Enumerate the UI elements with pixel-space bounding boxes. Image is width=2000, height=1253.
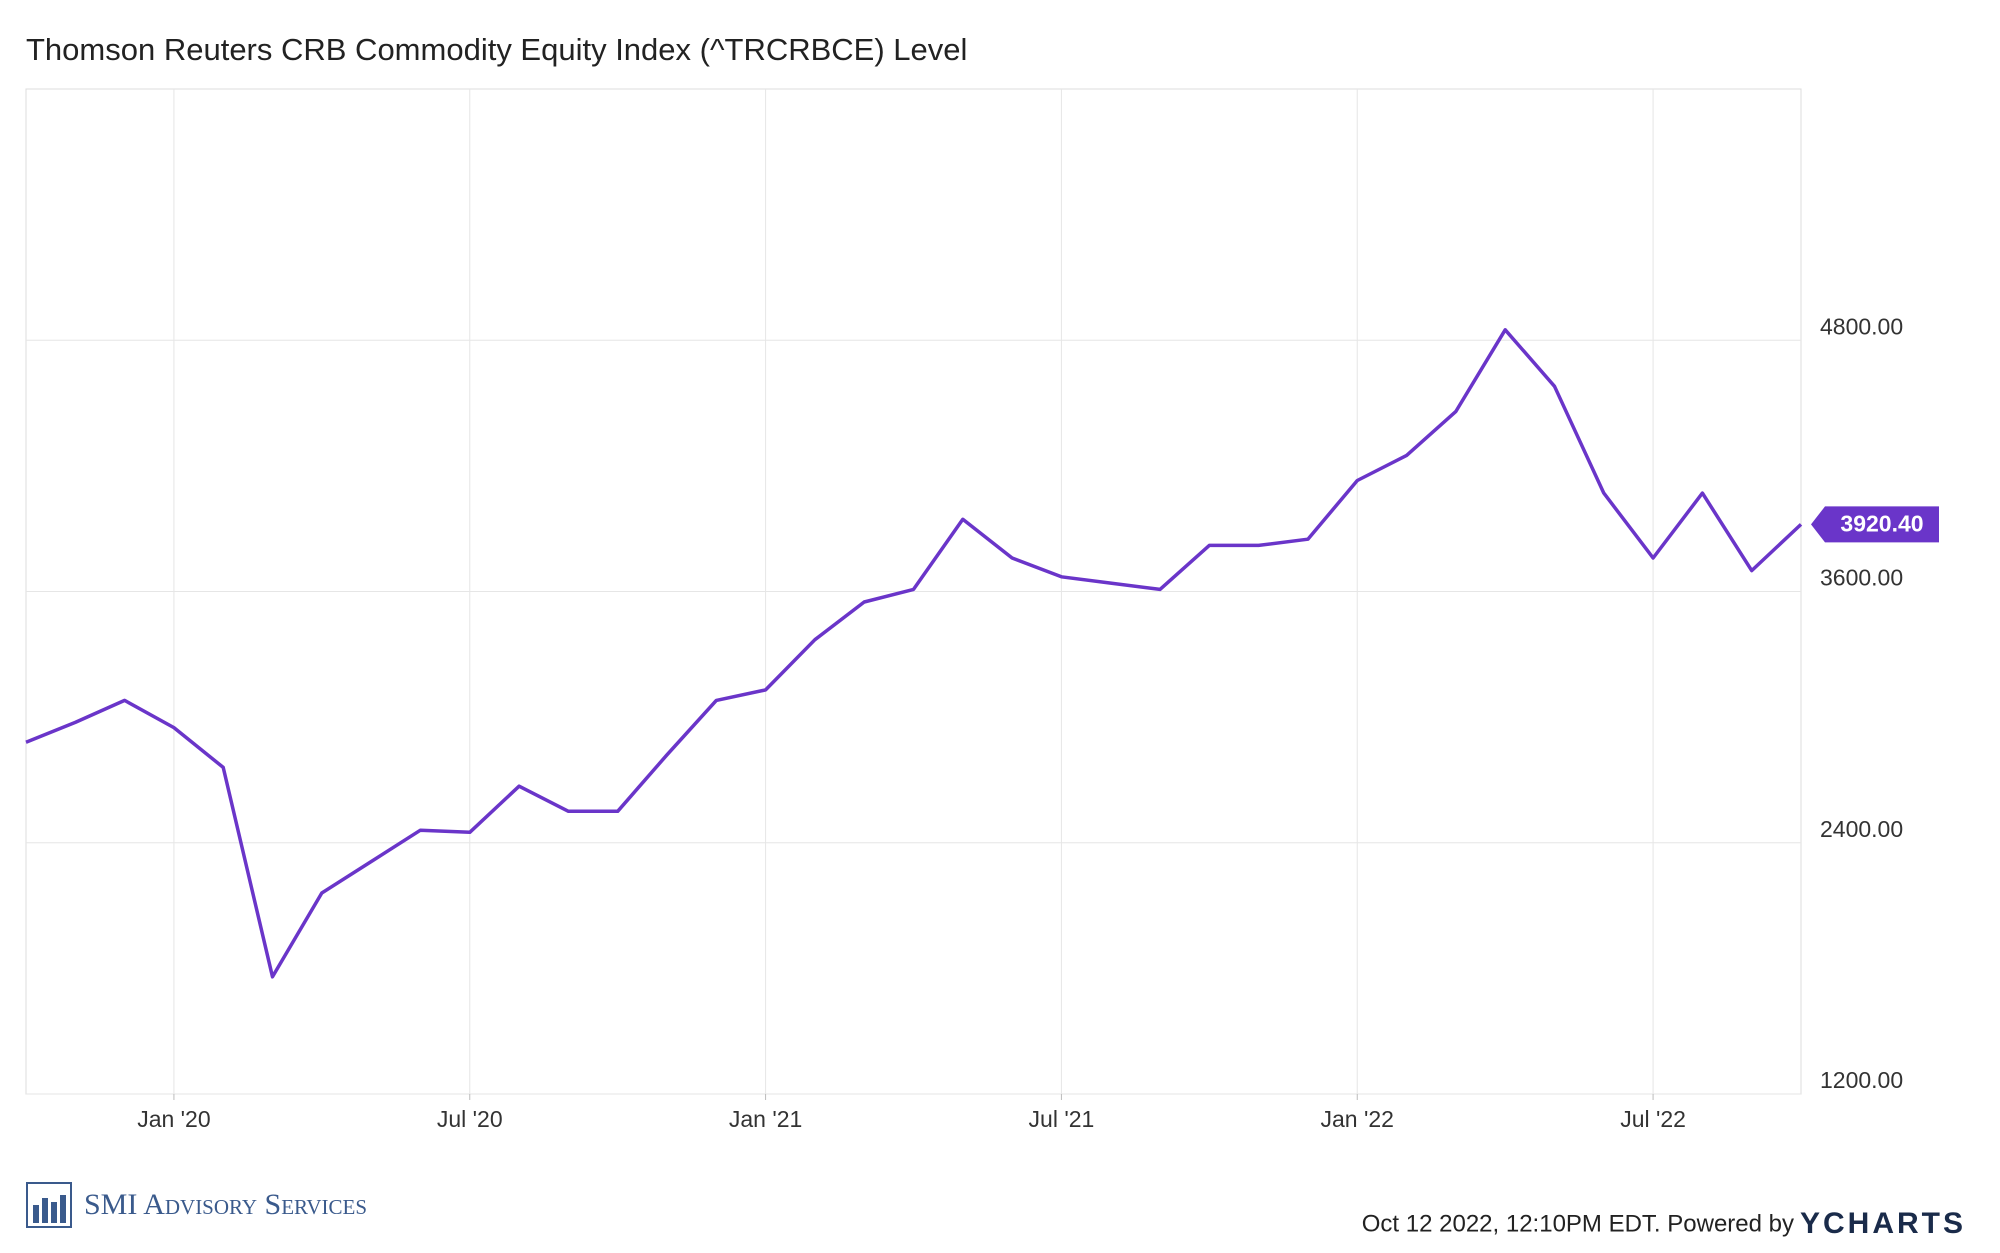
brand: YCHARTS <box>1800 1207 1966 1240</box>
logo-text: SMI Advisory Services <box>84 1188 367 1221</box>
value-label: 3920.40 <box>1840 510 1923 536</box>
y-tick-label: 3600.00 <box>1820 565 1903 591</box>
data-line <box>25 328 1803 979</box>
x-tick-label: Jul '20 <box>437 1106 503 1132</box>
logo-bar <box>42 1198 48 1223</box>
x-tick-label: Jan '21 <box>729 1106 802 1132</box>
x-tick-label: Jul '22 <box>1620 1106 1686 1132</box>
logo: SMI Advisory Services <box>26 1182 367 1228</box>
logo-bar <box>60 1195 66 1223</box>
chart-title: Thomson Reuters CRB Commodity Equity Ind… <box>26 32 967 67</box>
x-tick-label: Jul '21 <box>1029 1106 1095 1132</box>
y-tick-label: 1200.00 <box>1820 1067 1903 1093</box>
logo-bar <box>51 1202 57 1223</box>
logo-frame <box>26 1182 72 1228</box>
x-tick-label: Jan '22 <box>1321 1106 1394 1132</box>
y-tick-label: 2400.00 <box>1820 816 1903 842</box>
x-tick-label: Jan '20 <box>137 1106 210 1132</box>
y-tick-label: 4800.00 <box>1820 313 1903 339</box>
timestamp: Oct 12 2022, 12:10PM EDT. Powered by <box>1362 1210 1794 1237</box>
logo-bar <box>33 1205 39 1223</box>
value-label-box <box>1811 506 1939 543</box>
